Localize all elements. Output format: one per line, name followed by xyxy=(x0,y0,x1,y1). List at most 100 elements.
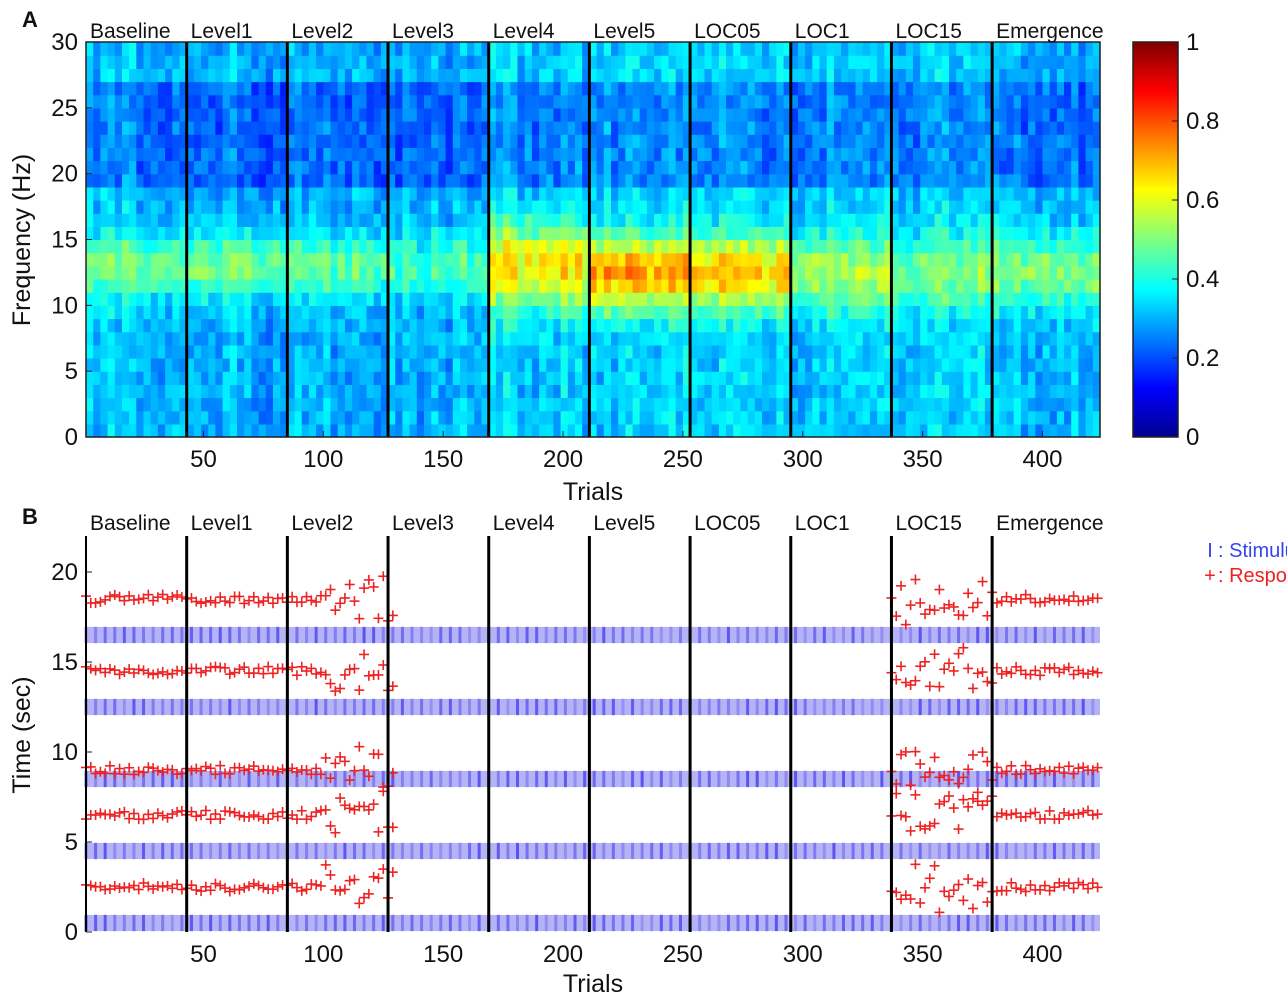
heatmap-cell xyxy=(165,147,173,162)
heatmap-cell xyxy=(855,121,864,135)
heatmap-cell xyxy=(1006,252,1015,267)
heatmap-cell xyxy=(718,55,727,69)
heatmap-cell xyxy=(726,318,734,333)
heatmap-cell xyxy=(927,279,936,293)
heatmap-cell xyxy=(316,423,324,438)
heatmap-cell xyxy=(798,384,806,399)
heatmap-cell xyxy=(524,55,533,69)
heatmap-cell xyxy=(222,239,231,254)
heatmap-cell xyxy=(553,318,562,333)
heatmap-cell xyxy=(380,94,389,109)
heatmap-cell xyxy=(1013,410,1022,425)
heatmap-cell xyxy=(618,160,626,175)
heatmap-cell xyxy=(661,305,670,320)
heatmap-cell xyxy=(201,173,209,188)
heatmap-cell xyxy=(1064,331,1072,346)
heatmap-cell xyxy=(877,147,885,162)
heatmap-cell xyxy=(790,226,799,241)
heatmap-cell xyxy=(495,134,504,148)
heatmap-cell xyxy=(776,81,785,96)
heatmap-cell xyxy=(575,147,583,162)
heatmap-cell xyxy=(625,305,634,320)
heatmap-cell xyxy=(1078,423,1087,438)
heatmap-cell xyxy=(86,331,94,346)
heatmap-cell xyxy=(575,42,583,56)
heatmap-cell xyxy=(941,318,950,333)
heatmap-cell xyxy=(503,344,511,359)
heatmap-cell xyxy=(862,200,871,214)
heatmap-cell xyxy=(150,121,159,135)
heatmap-cell xyxy=(1006,147,1015,162)
heatmap-cell xyxy=(474,384,483,399)
heatmap-cell xyxy=(222,344,231,359)
heatmap-cell xyxy=(805,358,813,372)
heatmap-cell xyxy=(222,226,231,241)
heatmap-cell xyxy=(402,279,411,293)
heatmap-cell xyxy=(409,94,418,109)
heatmap-cell xyxy=(682,213,691,227)
heatmap-cell xyxy=(172,213,181,227)
heatmap-cell xyxy=(395,239,403,254)
heatmap-cell xyxy=(711,331,720,346)
heatmap-cell xyxy=(273,305,281,320)
heatmap-cell xyxy=(373,371,382,385)
heatmap-cell xyxy=(280,134,288,148)
heatmap-cell xyxy=(474,55,483,69)
heatmap-cell xyxy=(560,68,569,83)
heatmap-cell xyxy=(661,55,670,69)
heatmap-cell xyxy=(193,107,202,122)
heatmap-cell xyxy=(819,173,828,188)
heatmap-cell xyxy=(208,371,217,385)
heatmap-cell xyxy=(495,121,504,135)
heatmap-cell xyxy=(1013,358,1022,372)
heatmap-cell xyxy=(452,423,461,438)
heatmap-cell xyxy=(747,173,756,188)
heatmap-cell xyxy=(941,42,950,56)
heatmap-cell xyxy=(855,200,864,214)
heatmap-cell xyxy=(165,200,173,214)
panel-a-phase-boundaries xyxy=(185,42,994,437)
heatmap-cell xyxy=(416,147,425,162)
heatmap-cell xyxy=(495,94,504,109)
heatmap-cell xyxy=(675,279,684,293)
heatmap-cell xyxy=(409,318,418,333)
heatmap-cell xyxy=(956,160,964,175)
heatmap-cell xyxy=(481,186,490,201)
heatmap-cell xyxy=(1042,121,1051,135)
heatmap-cell xyxy=(790,371,799,385)
response-marker xyxy=(196,598,207,609)
heatmap-cell xyxy=(481,213,490,227)
heatmap-cell xyxy=(452,358,461,372)
heatmap-cell xyxy=(783,200,792,214)
heatmap-cell xyxy=(891,423,900,438)
heatmap-cell xyxy=(122,318,130,333)
heatmap-cell xyxy=(682,279,691,293)
heatmap-cell xyxy=(718,358,727,372)
heatmap-cell xyxy=(416,226,425,241)
heatmap-cell xyxy=(632,121,641,135)
heatmap-cell xyxy=(891,147,900,162)
heatmap-cell xyxy=(754,42,763,56)
heatmap-cell xyxy=(869,410,878,425)
heatmap-cell xyxy=(1085,344,1094,359)
heatmap-cell xyxy=(172,410,181,425)
heatmap-cell xyxy=(229,318,238,333)
heatmap-cell xyxy=(308,173,317,188)
heatmap-cell xyxy=(718,94,727,109)
heatmap-cell xyxy=(733,173,741,188)
heatmap-cell xyxy=(783,147,792,162)
heatmap-cell xyxy=(999,318,1008,333)
heatmap-cell xyxy=(122,239,130,254)
heatmap-cell xyxy=(366,423,375,438)
heatmap-cell xyxy=(697,292,706,306)
heatmap-cell xyxy=(805,186,813,201)
heatmap-cell xyxy=(93,371,101,385)
heatmap-cell xyxy=(754,331,763,346)
heatmap-cell xyxy=(963,423,972,438)
heatmap-cell xyxy=(726,213,734,227)
heatmap-cell xyxy=(431,186,439,201)
heatmap-cell xyxy=(661,410,670,425)
response-marker xyxy=(90,768,101,779)
heatmap-cell xyxy=(668,134,677,148)
heatmap-cell xyxy=(747,410,756,425)
